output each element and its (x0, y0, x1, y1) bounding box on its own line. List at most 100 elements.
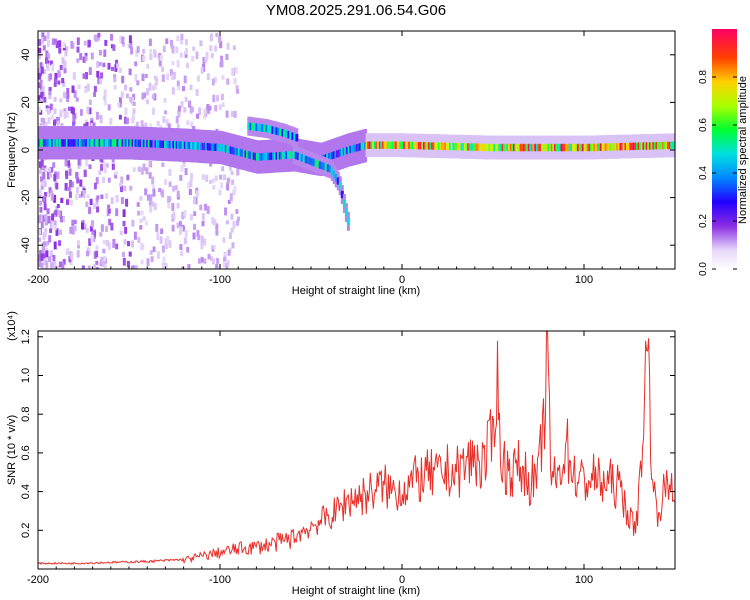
spectrogram-noise-cell (226, 177, 230, 185)
spectrogram-noise-cell (40, 176, 43, 182)
spectrogram-noise-cell (149, 54, 153, 60)
snr-background (38, 331, 675, 569)
spectrogram-noise-cell (96, 206, 100, 213)
spectrogram-noise-cell (163, 98, 167, 103)
spectrogram-noise-cell (63, 110, 67, 119)
spectrogram-noise-cell (52, 267, 56, 269)
spectrogram-noise-cell (78, 194, 82, 199)
spectrogram-noise-cell (109, 117, 113, 125)
spectrogram-noise-cell (129, 87, 133, 92)
spectrogram-noise-cell (230, 170, 234, 175)
spectrogram-noise-cell (95, 250, 99, 258)
spectrogram-noise-cell (53, 120, 56, 126)
spectrogram-noise-cell (96, 61, 100, 68)
snr-series-line (38, 331, 675, 566)
spectrogram-noise-cell (96, 195, 100, 200)
spectrogram-noise-cell (95, 267, 99, 269)
spectrogram-noise-cell (119, 35, 123, 44)
spectrogram-noise-cell (38, 254, 42, 262)
spectrogram-noise-cell (99, 78, 103, 85)
spectrogram-noise-cell (149, 49, 153, 57)
spectrogram-noise-cell (46, 171, 50, 180)
spectrogram-noise-cell (164, 110, 168, 115)
spectrogram-noise-cell (42, 253, 46, 259)
spectrogram-noise-cell (40, 263, 44, 269)
spectrogram-noise-cell (48, 86, 52, 91)
spectrogram-noise-cell (91, 232, 95, 237)
spectrogram-noise-cell (59, 109, 63, 117)
spectrogram-noise-cell (132, 108, 136, 114)
spectrogram-noise-cell (202, 57, 206, 65)
spectrogram-noise-cell (44, 220, 48, 226)
spectrogram-noise-cell (183, 237, 187, 245)
spectrogram-x-ticks: -200 -100 0 100 (27, 31, 676, 286)
spectrogram-noise-cell (44, 214, 48, 220)
spectrogram-noise-cell (107, 242, 111, 250)
spectrogram-noise-cell (171, 61, 175, 66)
spectrogram-noise-cell (100, 224, 104, 232)
spectrogram-heatmap (38, 32, 675, 269)
spectrogram-noise-cell (146, 194, 150, 201)
spectrogram-noise-cell (57, 80, 61, 85)
spectrogram-noise-cell (40, 253, 44, 261)
snr-y-tick-label: 0.8 (20, 407, 32, 422)
spectrogram-noise-cell (63, 67, 67, 74)
spectrogram-noise-cell (236, 168, 240, 176)
spectrogram-noise-cell (47, 167, 51, 173)
spectrogram-noise-cell (126, 174, 130, 181)
spectrogram-noise-cell (70, 181, 74, 188)
spectrogram-noise-cell (69, 200, 73, 206)
spectrogram-noise-cell (98, 49, 102, 56)
spectrogram-noise-cell (77, 241, 81, 246)
spectrogram-noise-cell (114, 170, 118, 176)
spectrogram-noise-cell (183, 209, 187, 217)
spectrogram-noise-cell (162, 45, 166, 53)
spectrogram-y-tick-label: 40 (20, 49, 32, 61)
spectrogram-x-tick-label: 100 (575, 274, 593, 286)
spectrogram-noise-cell (145, 167, 149, 175)
spectrogram-y-tick-label: -40 (20, 237, 32, 253)
spectrogram-noise-cell (195, 51, 199, 60)
spectrogram-noise-cell (97, 32, 101, 38)
spectrogram-noise-cell (88, 67, 92, 75)
spectrogram-noise-cell (153, 49, 156, 54)
spectrogram-noise-cell (235, 85, 239, 90)
spectrogram-noise-cell (115, 208, 119, 217)
spectrogram-noise-cell (76, 58, 80, 63)
spectrogram-noise-cell (81, 265, 85, 269)
spectrogram-noise-cell (184, 167, 188, 176)
spectrogram-noise-cell (130, 46, 134, 55)
spectrogram-noise-cell (39, 169, 42, 175)
spectrogram-y-tick-label: -20 (20, 190, 32, 206)
spectrogram-noise-cell (44, 228, 48, 233)
spectrogram-noise-cell (197, 234, 201, 241)
spectrogram-noise-cell (179, 244, 183, 251)
spectrogram-noise-cell (149, 194, 153, 202)
spectrogram-noise-cell (144, 188, 148, 196)
spectrogram-noise-cell (204, 203, 208, 211)
spectrogram-noise-cell (95, 245, 99, 250)
spectrogram-noise-cell (196, 230, 200, 237)
spectrogram-noise-cell (140, 167, 144, 175)
spectrogram-noise-cell (53, 174, 57, 182)
spectrogram-noise-cell (176, 35, 180, 42)
spectrogram-noise-cell (149, 205, 153, 213)
spectrogram-noise-cell (180, 37, 184, 45)
spectrogram-noise-cell (62, 216, 66, 223)
spectrogram-noise-cell (135, 121, 139, 129)
spectrogram-noise-cell (112, 44, 116, 51)
spectrogram-noise-cell (119, 182, 123, 187)
spectrogram-noise-cell (98, 170, 102, 176)
colorbar-tick-label: 0.4 (698, 166, 709, 180)
spectrogram-noise-cell (60, 123, 64, 130)
spectrogram-noise-cell (218, 36, 222, 43)
spectrogram-noise-cell (225, 110, 229, 118)
spectrogram-noise-cell (148, 38, 152, 46)
spectrogram-noise-cell (47, 108, 50, 115)
spectrogram-noise-cell (149, 250, 153, 255)
spectrogram-noise-cell (70, 252, 74, 260)
spectrogram-noise-cell (102, 161, 106, 168)
snr-y-tick-label: 1.2 (20, 329, 32, 344)
spectrogram-noise-cell (39, 207, 43, 213)
spectrogram-noise-cell (54, 72, 58, 81)
